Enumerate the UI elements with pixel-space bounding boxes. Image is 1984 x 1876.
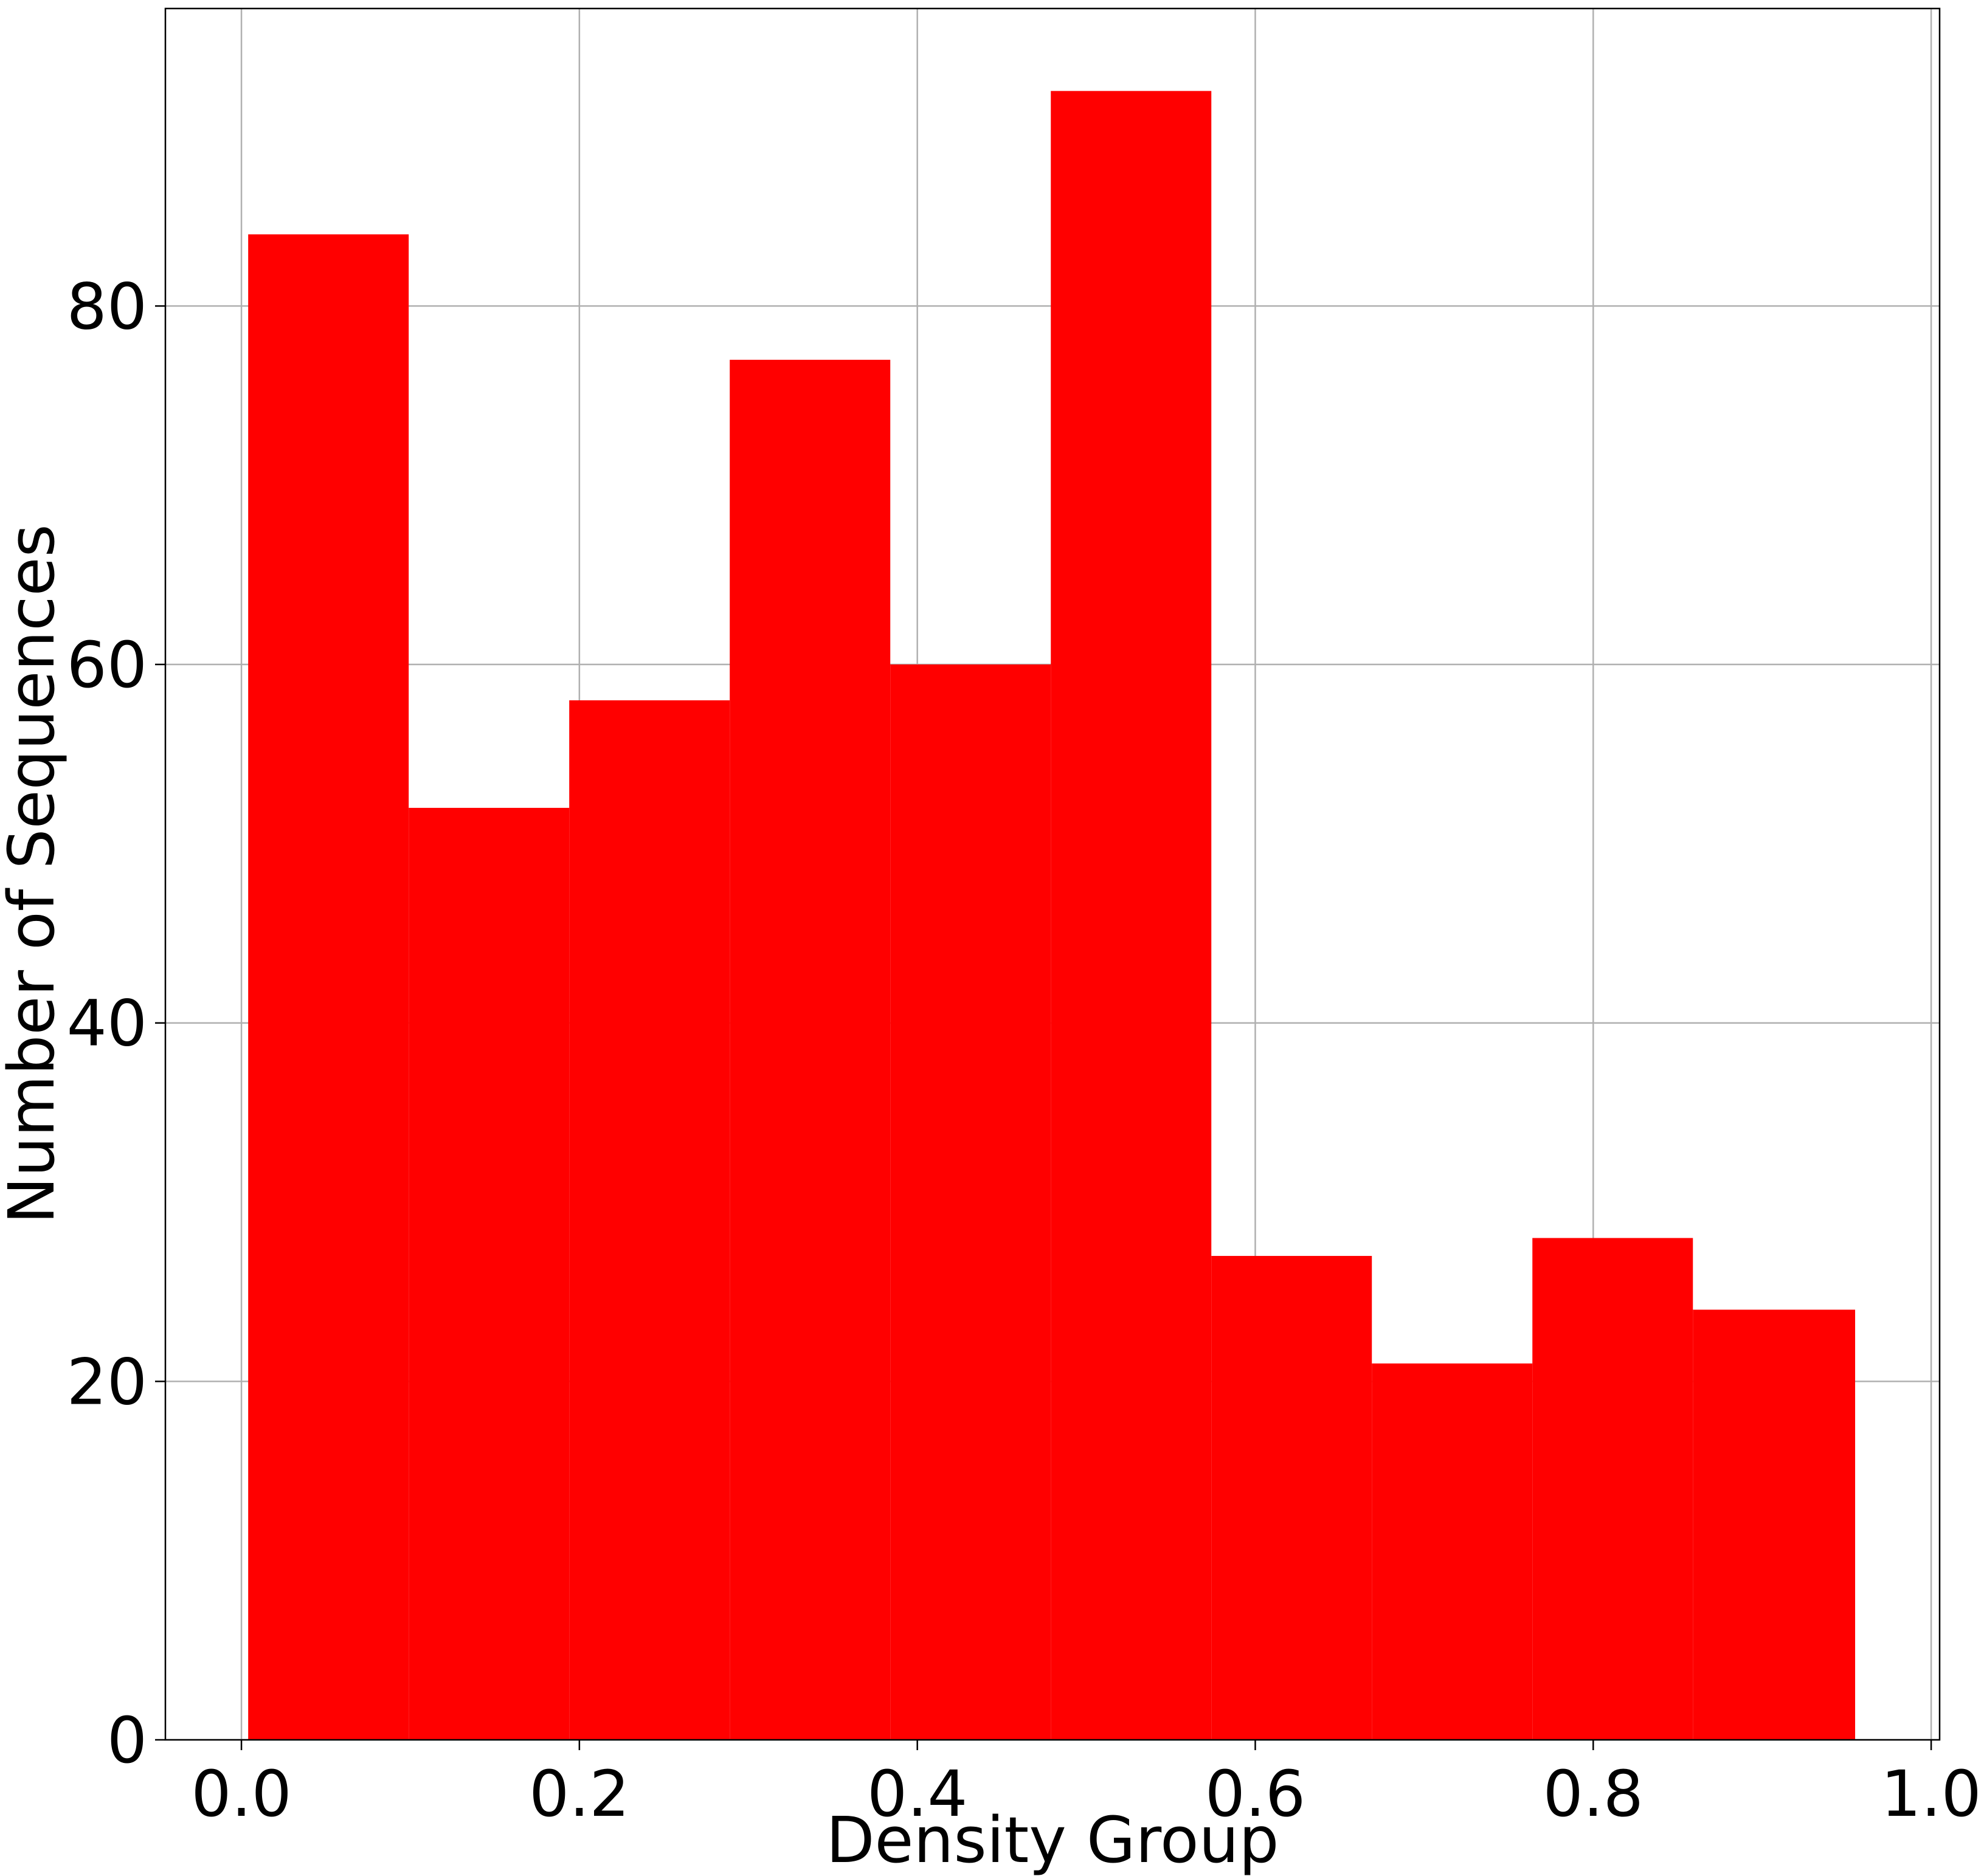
y-tick-label: 80 (67, 269, 147, 343)
y-axis-label: Number of Sequences (0, 524, 69, 1224)
histogram-bar (409, 807, 570, 1740)
x-tick-label: 0.8 (1543, 1757, 1644, 1831)
histogram-bar (1693, 1309, 1856, 1740)
histogram-bar (890, 664, 1051, 1740)
histogram-bar (1051, 91, 1212, 1740)
histogram-bar (1372, 1363, 1533, 1740)
y-tick-label: 40 (67, 987, 147, 1061)
x-tick-label: 0.6 (1205, 1757, 1305, 1831)
histogram-bar (730, 359, 891, 1740)
plot-frame (164, 7, 1941, 1741)
x-tick-label: 0.4 (867, 1757, 967, 1831)
ticks-layer: 0.0 0.2 0.4 0.6 0.8 1.0 0 20 40 60 80 (67, 269, 1982, 1831)
y-tick-label: 60 (67, 628, 147, 702)
histogram-bar (569, 700, 730, 1740)
histogram-bar (1211, 1255, 1372, 1740)
x-tick-label: 0.2 (529, 1757, 629, 1831)
y-tick-label: 20 (67, 1345, 147, 1419)
bars-layer (248, 91, 1856, 1740)
y-tick-label: 0 (107, 1703, 147, 1778)
x-axis-label: Density Group (826, 1803, 1279, 1876)
histogram-bar (1532, 1238, 1693, 1740)
x-tick-label: 0.0 (191, 1757, 291, 1831)
histogram-bar (248, 234, 409, 1740)
x-tick-label: 1.0 (1881, 1757, 1981, 1831)
